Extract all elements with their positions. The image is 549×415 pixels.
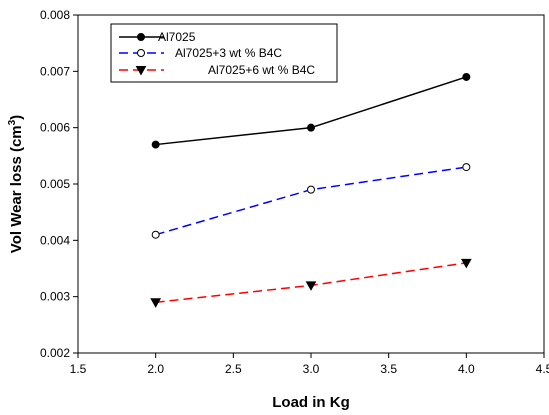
y-tick-label: 0.004 <box>40 233 70 247</box>
x-tick-label: 1.5 <box>70 362 87 376</box>
data-point <box>305 281 317 291</box>
data-point <box>462 163 471 172</box>
series-layer <box>150 72 472 308</box>
series-1 <box>151 72 471 149</box>
data-point <box>151 140 160 149</box>
data-point <box>151 230 160 239</box>
data-point <box>307 123 315 132</box>
y-axis-label-main: Vol Wear loss (cm <box>8 125 25 253</box>
series-line <box>155 76 467 146</box>
data-point <box>307 185 315 194</box>
x-tick-label: 4.0 <box>458 362 475 376</box>
series-line <box>155 166 467 236</box>
data-point <box>462 72 471 81</box>
legend-label: Al7025+3 wt % B4C <box>175 46 282 60</box>
data-point <box>150 298 162 308</box>
x-tick-label: 2.0 <box>147 362 164 376</box>
y-axis: 0.002 0.003 0.004 0.005 0.006 0.007 0.008 <box>40 8 78 360</box>
x-tick-label: 4.5 <box>536 362 549 376</box>
legend: Al7025 Al7025+3 wt % B4C Al7025+6 wt % B4C <box>110 23 338 83</box>
x-tick-label: 2.5 <box>225 362 242 376</box>
y-tick-label: 0.005 <box>40 177 70 191</box>
legend-marker <box>135 66 147 76</box>
data-point <box>460 258 472 269</box>
x-axis-label: Load in Kg <box>272 394 350 411</box>
y-tick-label: 0.007 <box>40 64 70 78</box>
y-tick-label: 0.008 <box>40 8 70 22</box>
legend-label: Al7025 <box>158 30 196 44</box>
x-axis: 1.5 2.0 2.5 3.0 3.5 4.0 4.5 <box>70 353 549 376</box>
y-tick-label: 0.003 <box>40 290 70 304</box>
y-tick-label: 0.006 <box>40 121 70 135</box>
x-tick-label: 3.5 <box>380 362 397 376</box>
legend-marker <box>137 33 145 41</box>
x-tick-label: 3.0 <box>303 362 320 376</box>
series-3 <box>150 258 472 308</box>
y-axis-label: Vol Wear loss (cm3) <box>7 115 25 253</box>
y-axis-label-superscript: 3 <box>7 119 18 125</box>
series-2 <box>151 163 471 239</box>
y-tick-label: 0.002 <box>40 346 70 360</box>
y-axis-label-close: ) <box>8 115 25 120</box>
legend-label: Al7025+6 wt % B4C <box>208 63 315 77</box>
legend-marker <box>137 49 145 57</box>
